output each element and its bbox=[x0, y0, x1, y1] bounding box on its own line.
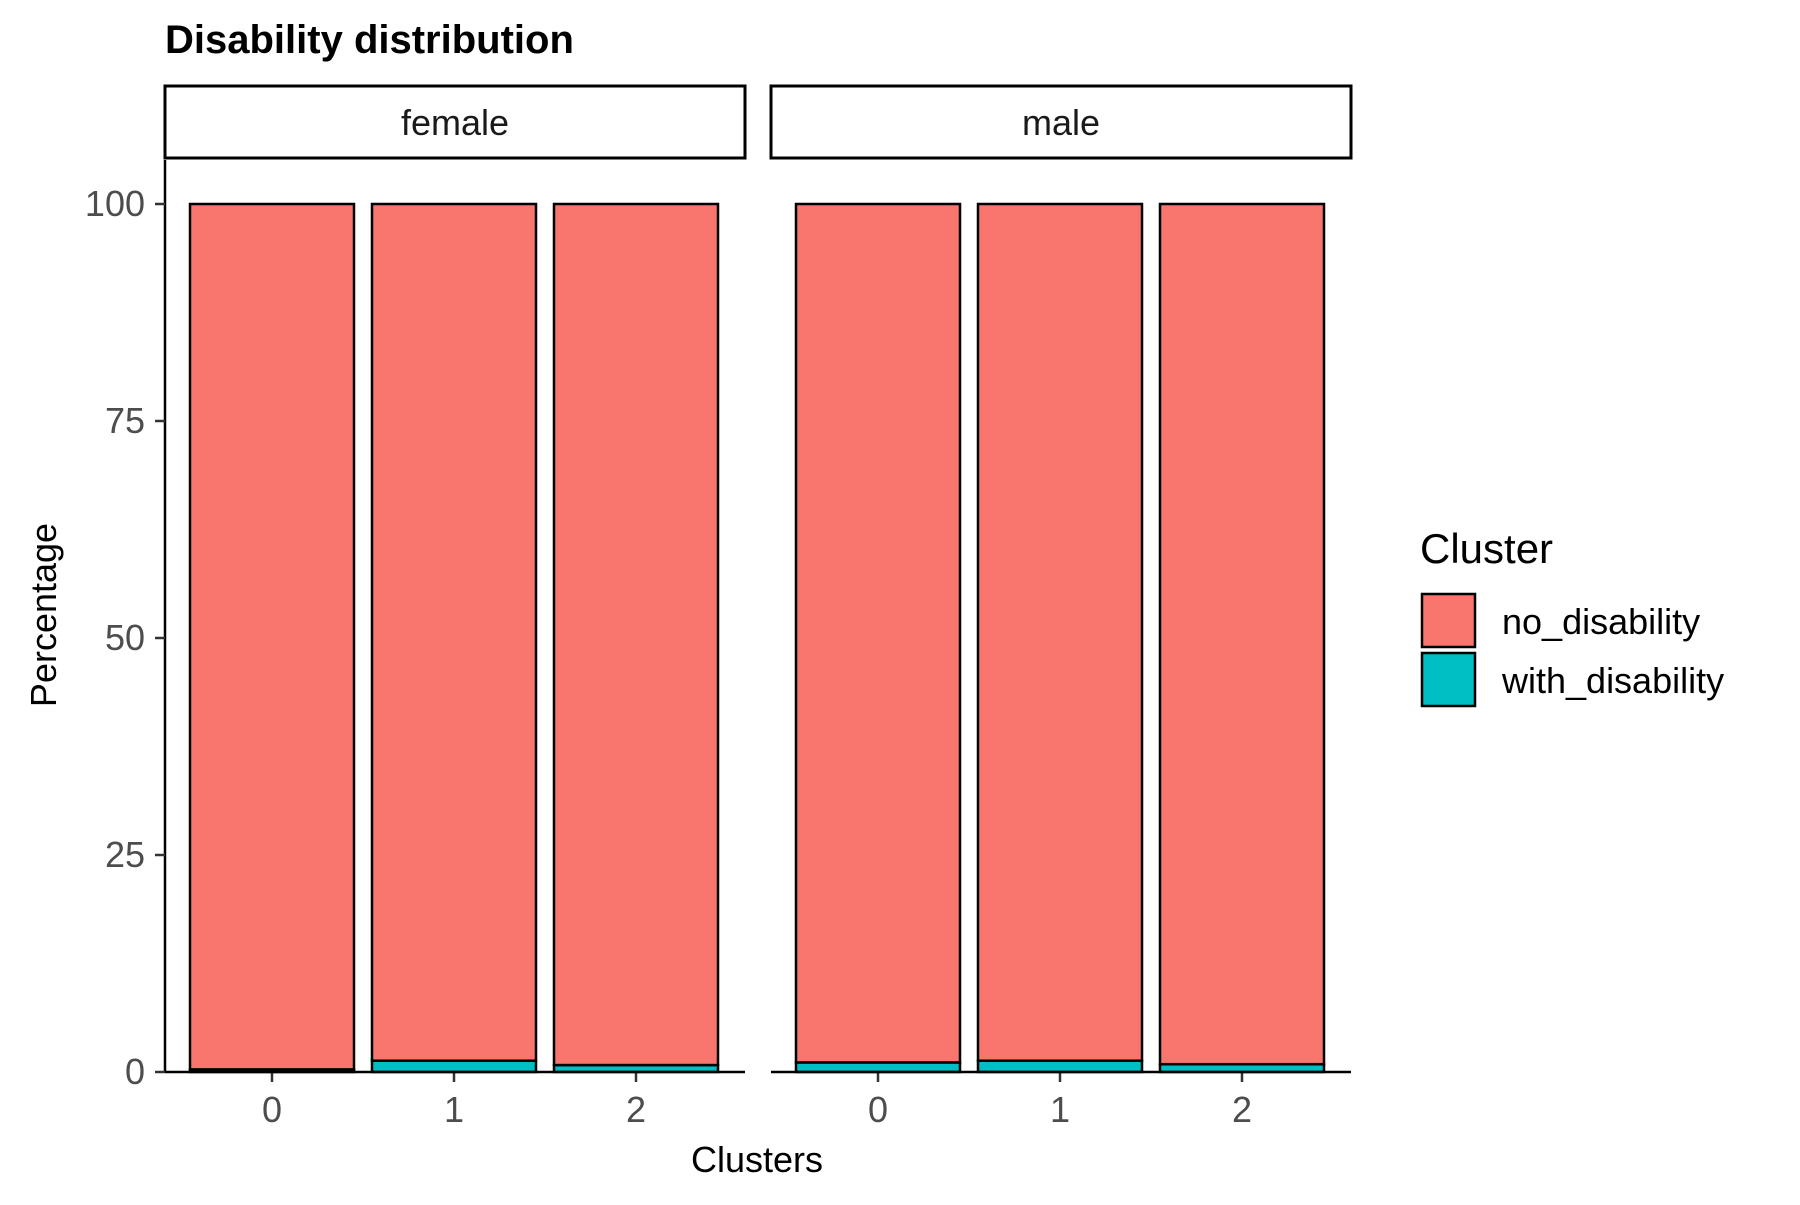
legend-title: Cluster bbox=[1420, 525, 1553, 572]
y-tick-label: 75 bbox=[105, 400, 145, 441]
legend-label: with_disability bbox=[1501, 660, 1724, 701]
y-tick-label: 50 bbox=[105, 617, 145, 658]
legend-key-with_disability bbox=[1420, 651, 1477, 708]
x-tick-label: 2 bbox=[1232, 1089, 1252, 1130]
bar-with_disability bbox=[976, 1059, 1144, 1074]
x-tick-label: 0 bbox=[868, 1089, 888, 1130]
bar-with_disability bbox=[794, 1061, 962, 1074]
legend-key-no_disability bbox=[1420, 592, 1477, 649]
legend-label: no_disability bbox=[1502, 601, 1700, 642]
y-axis-title: Percentage bbox=[23, 523, 64, 707]
y-tick-label: 100 bbox=[85, 183, 145, 224]
facet-strip-label: female bbox=[401, 102, 509, 143]
facet-strip bbox=[163, 84, 747, 160]
bar-no_disability bbox=[976, 202, 1144, 1062]
facet-strip bbox=[769, 84, 1353, 160]
bar-no_disability bbox=[552, 202, 720, 1067]
y-tick-label: 0 bbox=[125, 1051, 145, 1092]
plot-area: 0 25 50 75 100 female 0 1 2 male 0 1 2 bbox=[85, 84, 1353, 1130]
x-tick-label: 1 bbox=[444, 1089, 464, 1130]
x-axis-title: Clusters bbox=[691, 1139, 823, 1180]
facet-strip-label: male bbox=[1022, 102, 1100, 143]
legend: no_disability with_disability bbox=[1420, 592, 1724, 708]
bar-no_disability bbox=[794, 202, 962, 1064]
y-tick-label: 25 bbox=[105, 834, 145, 875]
x-tick-label: 0 bbox=[262, 1089, 282, 1130]
bar-with_disability bbox=[370, 1059, 538, 1074]
chart-title: Disability distribution bbox=[165, 18, 574, 62]
bar-no_disability bbox=[370, 202, 538, 1062]
bar-no_disability bbox=[188, 202, 356, 1071]
x-tick-label: 1 bbox=[1050, 1089, 1070, 1130]
x-tick-label: 2 bbox=[626, 1089, 646, 1130]
bar-no_disability bbox=[1158, 202, 1326, 1066]
